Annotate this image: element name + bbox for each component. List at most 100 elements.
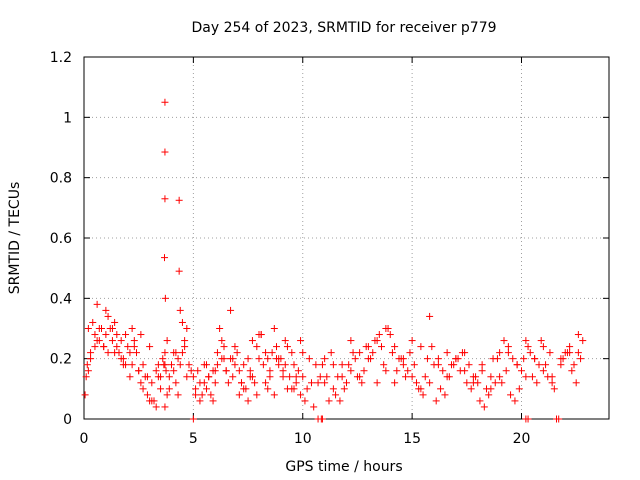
data-point bbox=[491, 379, 499, 387]
data-point bbox=[327, 349, 335, 357]
data-point bbox=[417, 343, 425, 351]
data-point bbox=[557, 361, 565, 369]
data-point bbox=[579, 337, 587, 345]
data-point bbox=[559, 355, 567, 363]
data-point bbox=[408, 337, 416, 345]
data-point bbox=[404, 367, 412, 375]
data-point bbox=[467, 385, 475, 393]
data-point bbox=[207, 391, 215, 399]
data-point bbox=[548, 379, 556, 387]
data-point bbox=[465, 361, 473, 369]
data-point bbox=[161, 148, 169, 156]
data-point bbox=[533, 379, 541, 387]
data-point bbox=[165, 373, 173, 381]
data-point bbox=[273, 343, 280, 351]
data-point bbox=[178, 318, 186, 326]
data-point bbox=[406, 349, 414, 357]
data-point bbox=[235, 391, 243, 399]
data-point bbox=[187, 367, 195, 375]
y-tick-label: 1.2 bbox=[50, 50, 72, 66]
data-point bbox=[268, 349, 276, 357]
data-point bbox=[183, 373, 191, 381]
data-point bbox=[192, 385, 200, 393]
data-point bbox=[458, 349, 466, 357]
data-point bbox=[570, 361, 578, 369]
data-point bbox=[382, 367, 390, 375]
data-point bbox=[393, 367, 401, 375]
data-point bbox=[143, 391, 151, 399]
data-point bbox=[410, 361, 418, 369]
data-point bbox=[329, 385, 337, 393]
data-point bbox=[351, 355, 359, 363]
data-point bbox=[371, 337, 379, 345]
data-point bbox=[539, 343, 547, 351]
data-point bbox=[325, 397, 333, 405]
data-point bbox=[426, 312, 434, 320]
data-point bbox=[419, 391, 427, 399]
data-point bbox=[87, 355, 95, 363]
data-point bbox=[518, 367, 525, 375]
data-point bbox=[117, 337, 125, 345]
data-point bbox=[316, 373, 324, 381]
data-point bbox=[176, 306, 184, 314]
data-point bbox=[275, 361, 283, 369]
data-point bbox=[91, 343, 99, 351]
data-point bbox=[246, 373, 254, 381]
data-point bbox=[478, 367, 486, 375]
data-point bbox=[244, 355, 252, 363]
data-point bbox=[139, 361, 147, 369]
data-point bbox=[487, 385, 495, 393]
x-axis: 0 5 10 15 20 bbox=[80, 57, 530, 447]
data-point bbox=[172, 379, 180, 387]
data-point bbox=[108, 325, 116, 332]
data-point bbox=[100, 343, 108, 351]
data-point bbox=[399, 355, 407, 363]
data-point bbox=[93, 337, 101, 345]
data-point bbox=[211, 367, 219, 375]
y-axis-label: SRMTID / TECUs bbox=[7, 182, 23, 295]
x-tick-label: 5 bbox=[189, 431, 198, 447]
data-point bbox=[504, 349, 512, 357]
data-point bbox=[161, 349, 169, 357]
data-point bbox=[137, 379, 145, 387]
data-point bbox=[531, 355, 539, 363]
data-point bbox=[297, 337, 305, 345]
data-point bbox=[172, 349, 180, 357]
x-tick-label: 0 bbox=[80, 431, 89, 447]
data-point bbox=[340, 385, 348, 393]
data-point bbox=[345, 361, 353, 369]
data-point bbox=[231, 361, 239, 369]
data-point bbox=[373, 379, 381, 387]
data-point bbox=[137, 331, 145, 339]
data-point bbox=[485, 391, 493, 399]
data-point bbox=[213, 349, 221, 357]
data-point bbox=[175, 196, 183, 204]
data-point bbox=[524, 415, 532, 423]
data-point bbox=[347, 337, 355, 345]
data-point bbox=[520, 355, 528, 363]
data-point bbox=[117, 355, 125, 363]
data-point bbox=[133, 349, 140, 357]
data-point bbox=[537, 337, 545, 345]
data-point bbox=[338, 361, 346, 369]
data-point bbox=[185, 361, 193, 369]
y-tick-label: 0.6 bbox=[50, 231, 72, 247]
data-point bbox=[161, 294, 169, 302]
data-point bbox=[264, 355, 272, 363]
data-point bbox=[290, 385, 298, 393]
data-point bbox=[572, 379, 580, 387]
data-point bbox=[528, 373, 536, 381]
data-point bbox=[286, 373, 294, 381]
data-point bbox=[203, 361, 210, 369]
data-point bbox=[321, 355, 329, 363]
data-point bbox=[262, 379, 270, 387]
data-point bbox=[255, 355, 263, 363]
data-point bbox=[445, 373, 453, 381]
data-point bbox=[240, 385, 248, 393]
data-point bbox=[388, 349, 396, 357]
data-point bbox=[231, 343, 239, 351]
data-point bbox=[356, 373, 364, 381]
data-point bbox=[266, 373, 274, 381]
data-point bbox=[279, 373, 287, 381]
data-point bbox=[476, 397, 484, 405]
